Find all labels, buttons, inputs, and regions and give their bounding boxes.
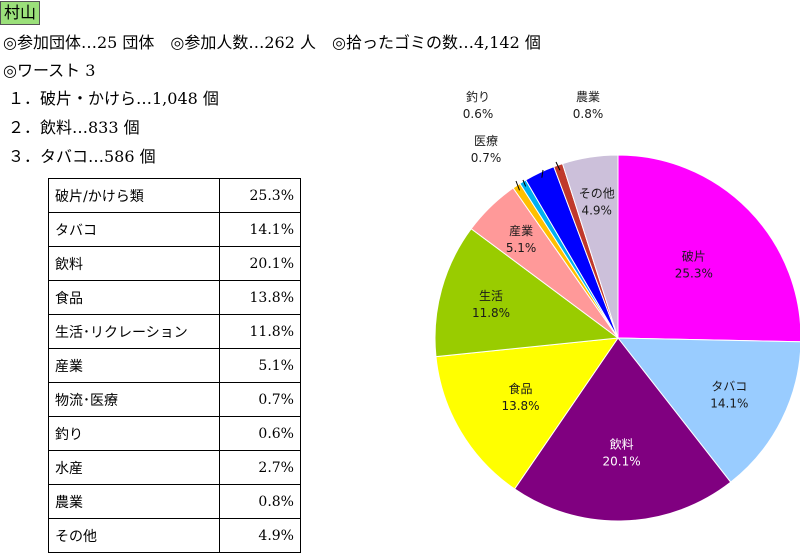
leader-line-8 — [522, 179, 527, 187]
pie-value-7: 0.7% — [471, 151, 502, 165]
pie-label-3: 飲料 — [610, 436, 634, 451]
table-cell-category: 産業 — [48, 348, 220, 383]
pie-value-2: 14.1% — [710, 397, 748, 411]
table-cell-value: 14.1% — [219, 212, 301, 247]
leader-line-10 — [555, 161, 561, 171]
pie-slice-4 — [435, 337, 620, 490]
table-row: タバコ 14.1% — [48, 212, 301, 247]
table-row: 釣り 0.6% — [48, 416, 301, 451]
pie-slice-1 — [617, 154, 800, 343]
pie-slice-5 — [434, 228, 620, 358]
pie-slice-11 — [561, 154, 619, 339]
pie-label-9: 水産 — [518, 89, 542, 104]
worst-item-1: １．破片・かけら…1,048 個 — [8, 89, 219, 108]
table-cell-category: 食品 — [48, 280, 220, 315]
pie-label-5: 生活 — [479, 289, 503, 303]
pie-value-4: 13.8% — [501, 399, 539, 413]
pie-label-11: その他 — [579, 187, 615, 201]
pie-label-10: 農業 — [576, 90, 600, 104]
table-cell-value: 4.9% — [219, 518, 301, 553]
table-row: 水産 2.7% — [48, 450, 301, 485]
table-row: 飲料 20.1% — [48, 246, 301, 281]
pie-value-6: 5.1% — [506, 241, 537, 255]
pie-value-8: 0.6% — [463, 107, 494, 121]
table-cell-category: その他 — [48, 518, 220, 553]
pie-slice-2 — [616, 337, 800, 483]
pie-value-1: 25.3% — [675, 267, 713, 281]
worst-item-3: ３．タバコ…586 個 — [8, 147, 156, 166]
worst-item-2: ２．飲料…833 個 — [8, 118, 140, 137]
table-row: 生活･リクレーション 11.8% — [48, 314, 301, 349]
leader-line-7 — [515, 180, 520, 191]
table-row: 物流･医療 0.7% — [48, 382, 301, 417]
table-cell-value: 25.3% — [219, 178, 301, 213]
table-cell-category: 物流･医療 — [48, 382, 220, 417]
table-row: 破片/かけら類 25.3% — [48, 178, 301, 213]
table-row: 産業 5.1% — [48, 348, 301, 383]
table-cell-value: 11.8% — [219, 314, 301, 349]
pie-value-5: 11.8% — [472, 306, 510, 320]
worst-heading: ◎ワースト 3 — [3, 61, 96, 80]
summary-line: ◎参加団体…25 団体 ◎参加人数…262 人 ◎拾ったゴミの数…4,142 個 — [3, 33, 541, 52]
table-cell-value: 5.1% — [219, 348, 301, 383]
pie-value-11: 4.9% — [581, 204, 612, 218]
pie-value-9: 2.7% — [515, 107, 546, 121]
table-cell-value: 13.8% — [219, 280, 301, 315]
category-table: 破片/かけら類 25.3% タバコ 14.1% 飲料 20.1% 食品 13.8% 生活… — [48, 178, 301, 553]
table-cell-category: 生活･リクレーション — [48, 314, 220, 349]
table-cell-category: 水産 — [48, 450, 220, 485]
pie-label-1: 破片 — [682, 249, 706, 264]
pie-label-8: 釣り — [466, 89, 490, 104]
pie-label-6: 産業 — [509, 223, 533, 238]
table-cell-category: タバコ — [48, 212, 220, 247]
leader-line-9 — [541, 169, 544, 178]
table-cell-value: 20.1% — [219, 246, 301, 281]
pie-label-4: 食品 — [508, 381, 532, 396]
region-title: 村山 — [0, 1, 41, 25]
pie-label-2: タバコ — [711, 380, 747, 394]
table-cell-category: 破片/かけら類 — [48, 178, 220, 213]
pie-slice-3 — [513, 337, 732, 522]
table-cell-value: 0.6% — [219, 416, 301, 451]
table-row: 食品 13.8% — [48, 280, 301, 315]
pie-label-7: 医療 — [474, 134, 498, 148]
table-row: その他 4.9% — [48, 518, 301, 553]
table-cell-value: 0.7% — [219, 382, 301, 417]
pie-value-10: 0.8% — [573, 107, 604, 121]
pie-value-3: 20.1% — [603, 454, 641, 468]
